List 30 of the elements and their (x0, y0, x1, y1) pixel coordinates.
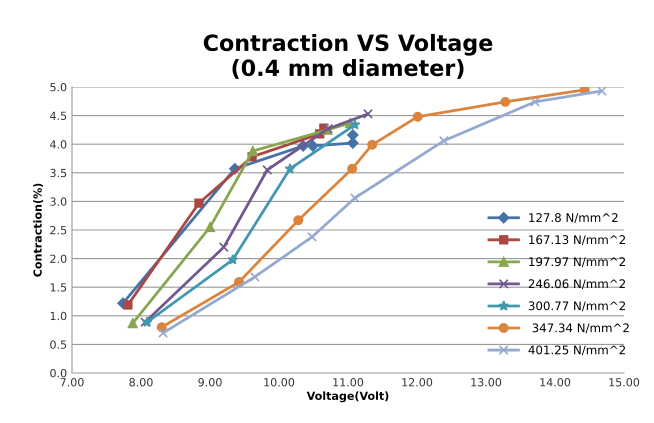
legend-label: 197.97 N/mm^2 (529, 257, 625, 268)
y-tick-label: 2.5 (50, 226, 66, 234)
y-tick-label: 5.0 (50, 82, 66, 92)
chart-title: Contraction VS Voltage (0.4 mm diameter) (204, 34, 492, 79)
x-tick-label: 10.00 (264, 378, 294, 386)
y-tick-label: 4.0 (50, 140, 66, 149)
legend-label: 401.25 N/mm^2 (528, 345, 625, 356)
y-axis-title: Contraction(%) (33, 184, 44, 277)
y-tick-label: 2.0 (50, 254, 66, 263)
x-tick-label: 14.00 (540, 378, 570, 386)
y-tick-label: 4.5 (50, 112, 66, 120)
legend-label: 127.8 N/mm^2 (529, 213, 618, 223)
x-tick-label: 11.00 (333, 378, 364, 386)
x-tick-label: 15.00 (609, 378, 640, 386)
y-tick-label: 1.0 (50, 312, 66, 320)
x-tick-label: 13.00 (471, 378, 502, 386)
x-tick-label: 8.00 (129, 378, 153, 386)
y-tick-label: 0.5 (50, 340, 66, 349)
legend-label: 246.06 N/mm^2 (528, 279, 625, 290)
x-tick-label: 9.00 (198, 378, 222, 386)
legend-label: 300.77 N/mm^2 (528, 301, 625, 312)
legend-label: 167.13 N/mm^2 (529, 235, 625, 246)
y-tick-label: 0.0 (50, 368, 66, 378)
y-tick-label: 3.5 (50, 168, 66, 178)
y-tick-label: 1.5 (50, 283, 66, 292)
x-axis-title: Voltage(Volt) (306, 391, 388, 402)
legend-label: 347.34 N/mm^2 (532, 323, 629, 334)
x-tick-label: 7.00 (60, 378, 84, 386)
y-tick-label: 3.0 (50, 197, 66, 206)
x-tick-label: 12.00 (402, 378, 432, 386)
